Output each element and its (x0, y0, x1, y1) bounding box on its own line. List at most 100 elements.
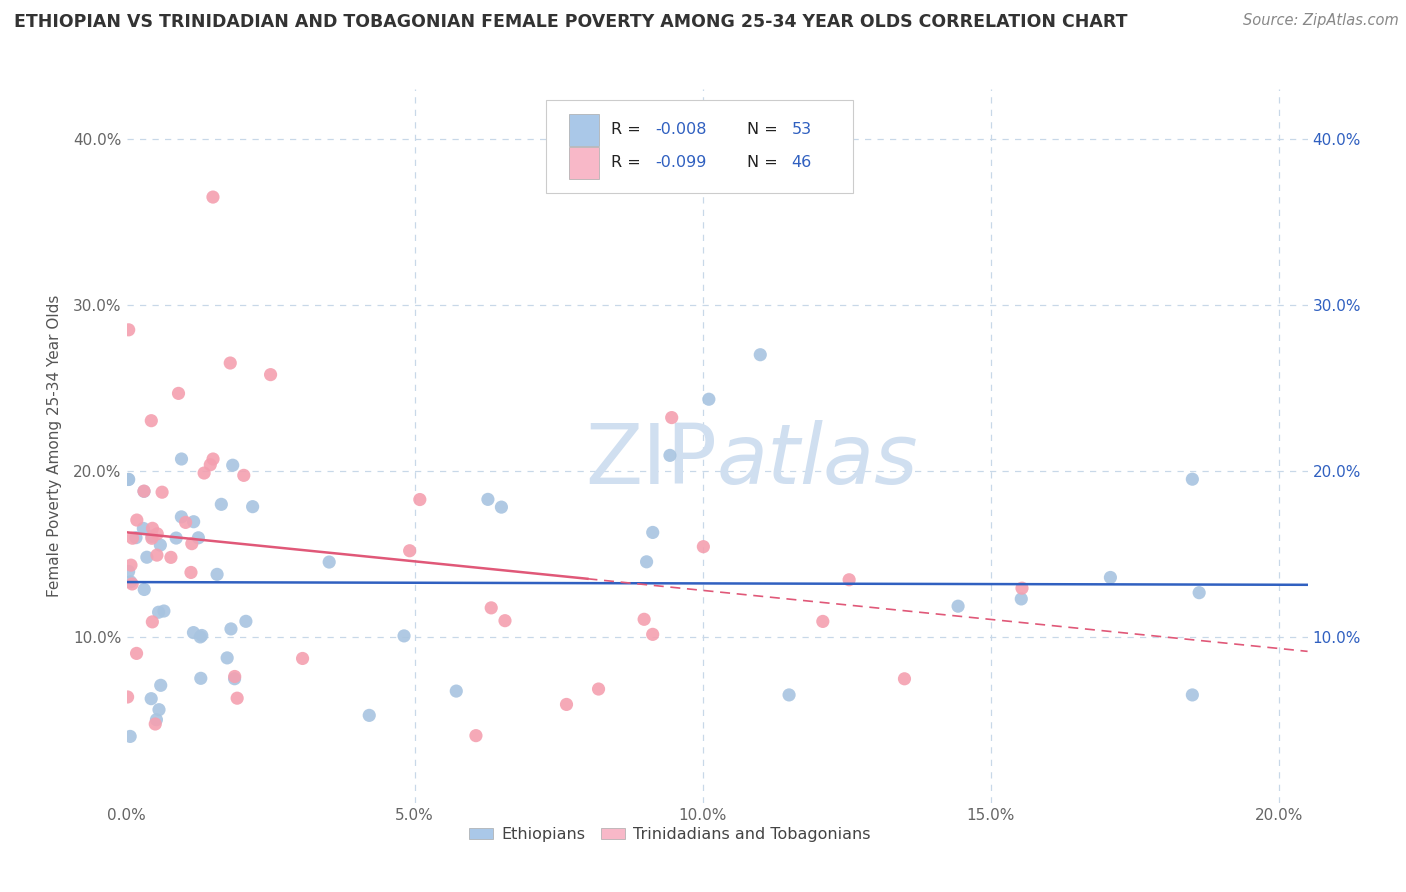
Point (658, 449, 681, 463)
Text: N =: N = (747, 122, 783, 137)
Point (121, 531, 143, 545)
Point (117, 473, 139, 487)
FancyBboxPatch shape (569, 146, 599, 178)
Point (132, 521, 155, 535)
Point (242, 500, 264, 514)
Point (141, 615, 163, 629)
Point (141, 521, 163, 535)
Point (160, 550, 183, 565)
Point (201, 190, 224, 204)
Point (146, 548, 169, 562)
Text: -0.008: -0.008 (655, 122, 707, 137)
Point (188, 630, 211, 644)
Point (120, 574, 142, 589)
Point (141, 529, 163, 543)
Point (494, 614, 516, 628)
Point (398, 543, 420, 558)
Point (141, 414, 163, 428)
Point (479, 600, 502, 615)
Point (235, 615, 257, 629)
Point (1181, 688, 1204, 702)
FancyBboxPatch shape (569, 114, 599, 146)
Point (641, 627, 664, 641)
Point (1099, 570, 1122, 584)
Point (165, 531, 187, 545)
Point (291, 651, 314, 665)
Point (1188, 585, 1211, 599)
Point (477, 492, 499, 507)
Point (555, 698, 578, 712)
Text: N =: N = (747, 155, 783, 170)
Point (636, 555, 658, 569)
Point (1010, 591, 1032, 606)
Point (749, 348, 772, 362)
Text: R =: R = (610, 155, 645, 170)
Point (811, 615, 834, 629)
Point (120, 730, 142, 744)
Y-axis label: Female Poverty Among 25-34 Year Olds: Female Poverty Among 25-34 Year Olds (46, 295, 62, 597)
Point (778, 688, 800, 702)
Point (661, 410, 683, 425)
Point (318, 555, 340, 569)
Point (180, 536, 202, 550)
Point (153, 604, 176, 618)
Point (224, 672, 246, 686)
Point (202, 452, 225, 467)
Text: atlas: atlas (717, 420, 918, 500)
Point (946, 599, 969, 614)
Point (134, 582, 156, 597)
Point (167, 386, 190, 401)
Point (141, 531, 163, 545)
Point (135, 550, 157, 565)
Point (226, 691, 249, 706)
Point (145, 713, 167, 727)
Point (125, 531, 148, 545)
Point (491, 500, 513, 515)
Text: 53: 53 (792, 122, 811, 137)
Point (121, 577, 143, 591)
Point (117, 690, 139, 704)
Point (141, 691, 163, 706)
Point (143, 717, 166, 731)
Point (209, 497, 232, 511)
Point (150, 485, 173, 500)
Point (409, 492, 432, 507)
Text: ZIP: ZIP (585, 420, 717, 500)
Point (392, 629, 415, 643)
Point (633, 612, 655, 626)
Point (200, 458, 222, 472)
Point (205, 567, 228, 582)
Legend: Ethiopians, Trinidadians and Tobagonians: Ethiopians, Trinidadians and Tobagonians (463, 821, 877, 848)
Point (219, 356, 242, 370)
Point (118, 472, 141, 486)
Point (174, 516, 197, 530)
Point (893, 672, 915, 686)
Point (224, 669, 246, 683)
Point (1011, 581, 1033, 595)
Point (183, 515, 205, 529)
Point (259, 368, 281, 382)
Point (148, 703, 170, 717)
Point (359, 708, 381, 723)
Point (170, 452, 193, 467)
Point (219, 622, 242, 636)
Text: 46: 46 (792, 155, 811, 170)
Point (148, 605, 170, 619)
Point (170, 509, 193, 524)
Point (120, 558, 142, 573)
Point (588, 681, 610, 696)
Point (641, 525, 664, 540)
Point (180, 566, 202, 580)
Point (191, 628, 214, 642)
Point (132, 484, 155, 499)
Point (118, 323, 141, 337)
Point (232, 468, 254, 483)
Point (132, 484, 155, 499)
Point (149, 538, 172, 552)
Text: R =: R = (610, 122, 645, 137)
Text: Source: ZipAtlas.com: Source: ZipAtlas.com (1243, 13, 1399, 29)
Point (117, 565, 139, 579)
Point (190, 671, 212, 685)
Point (697, 392, 720, 407)
Point (446, 684, 468, 698)
